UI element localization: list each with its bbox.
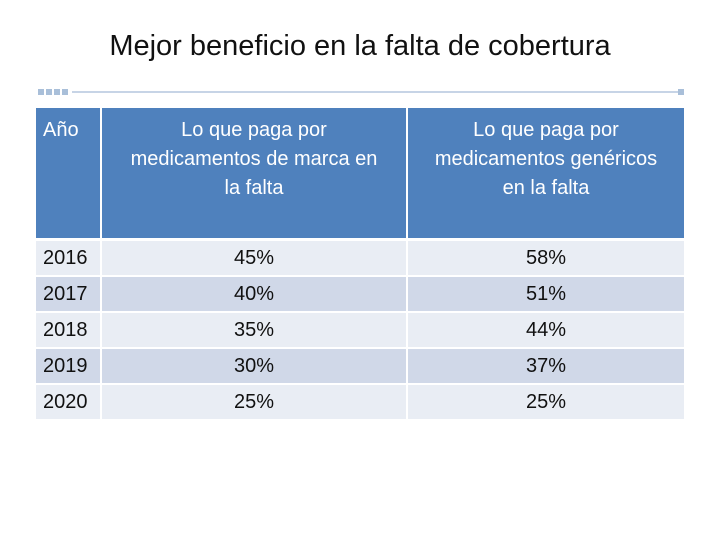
accent-square <box>38 89 44 95</box>
header-generic-line: Lo que paga por <box>473 119 619 141</box>
year-cell: 2016 <box>36 241 102 275</box>
header-brand-line: medicamentos de marca en <box>130 148 378 170</box>
header-year: Año <box>36 108 102 238</box>
header-brand-line: la falta <box>224 177 284 199</box>
header-generic-drugs: Lo que paga por medicamentos genéricos e… <box>408 108 684 238</box>
brand-pct-cell: 30% <box>102 349 408 383</box>
generic-pct-cell: 37% <box>408 349 684 383</box>
year-cell: 2019 <box>36 349 102 383</box>
brand-pct-cell: 45% <box>102 241 408 275</box>
table-row: 2020 25% 25% <box>36 385 684 421</box>
accent-square <box>62 89 68 95</box>
year-cell: 2020 <box>36 385 102 419</box>
coverage-gap-table: Año Lo que paga por medicamentos de marc… <box>36 108 684 421</box>
table-row: 2017 40% 51% <box>36 277 684 313</box>
header-generic-line: en la falta <box>502 177 590 199</box>
slide-title: Mejor beneficio en la falta de cobertura <box>109 30 611 62</box>
generic-pct-cell: 44% <box>408 313 684 347</box>
title-divider-end <box>678 89 684 95</box>
header-brand-drugs: Lo que paga por medicamentos de marca en… <box>102 108 408 238</box>
title-divider <box>72 91 684 93</box>
header-brand-line: Lo que paga por <box>181 119 327 141</box>
generic-pct-cell: 51% <box>408 277 684 311</box>
table-header-row: Año Lo que paga por medicamentos de marc… <box>36 108 684 241</box>
table-row: 2018 35% 44% <box>36 313 684 349</box>
accent-square <box>54 89 60 95</box>
year-cell: 2018 <box>36 313 102 347</box>
generic-pct-cell: 25% <box>408 385 684 419</box>
accent-square <box>46 89 52 95</box>
title-accent-squares <box>38 89 68 95</box>
generic-pct-cell: 58% <box>408 241 684 275</box>
table-row: 2019 30% 37% <box>36 349 684 385</box>
table-row: 2016 45% 58% <box>36 241 684 277</box>
table-body: 2016 45% 58% 2017 40% 51% 2018 35% 44% 2… <box>36 241 684 421</box>
header-generic-line: medicamentos genéricos <box>434 148 658 170</box>
brand-pct-cell: 40% <box>102 277 408 311</box>
year-cell: 2017 <box>36 277 102 311</box>
brand-pct-cell: 25% <box>102 385 408 419</box>
brand-pct-cell: 35% <box>102 313 408 347</box>
